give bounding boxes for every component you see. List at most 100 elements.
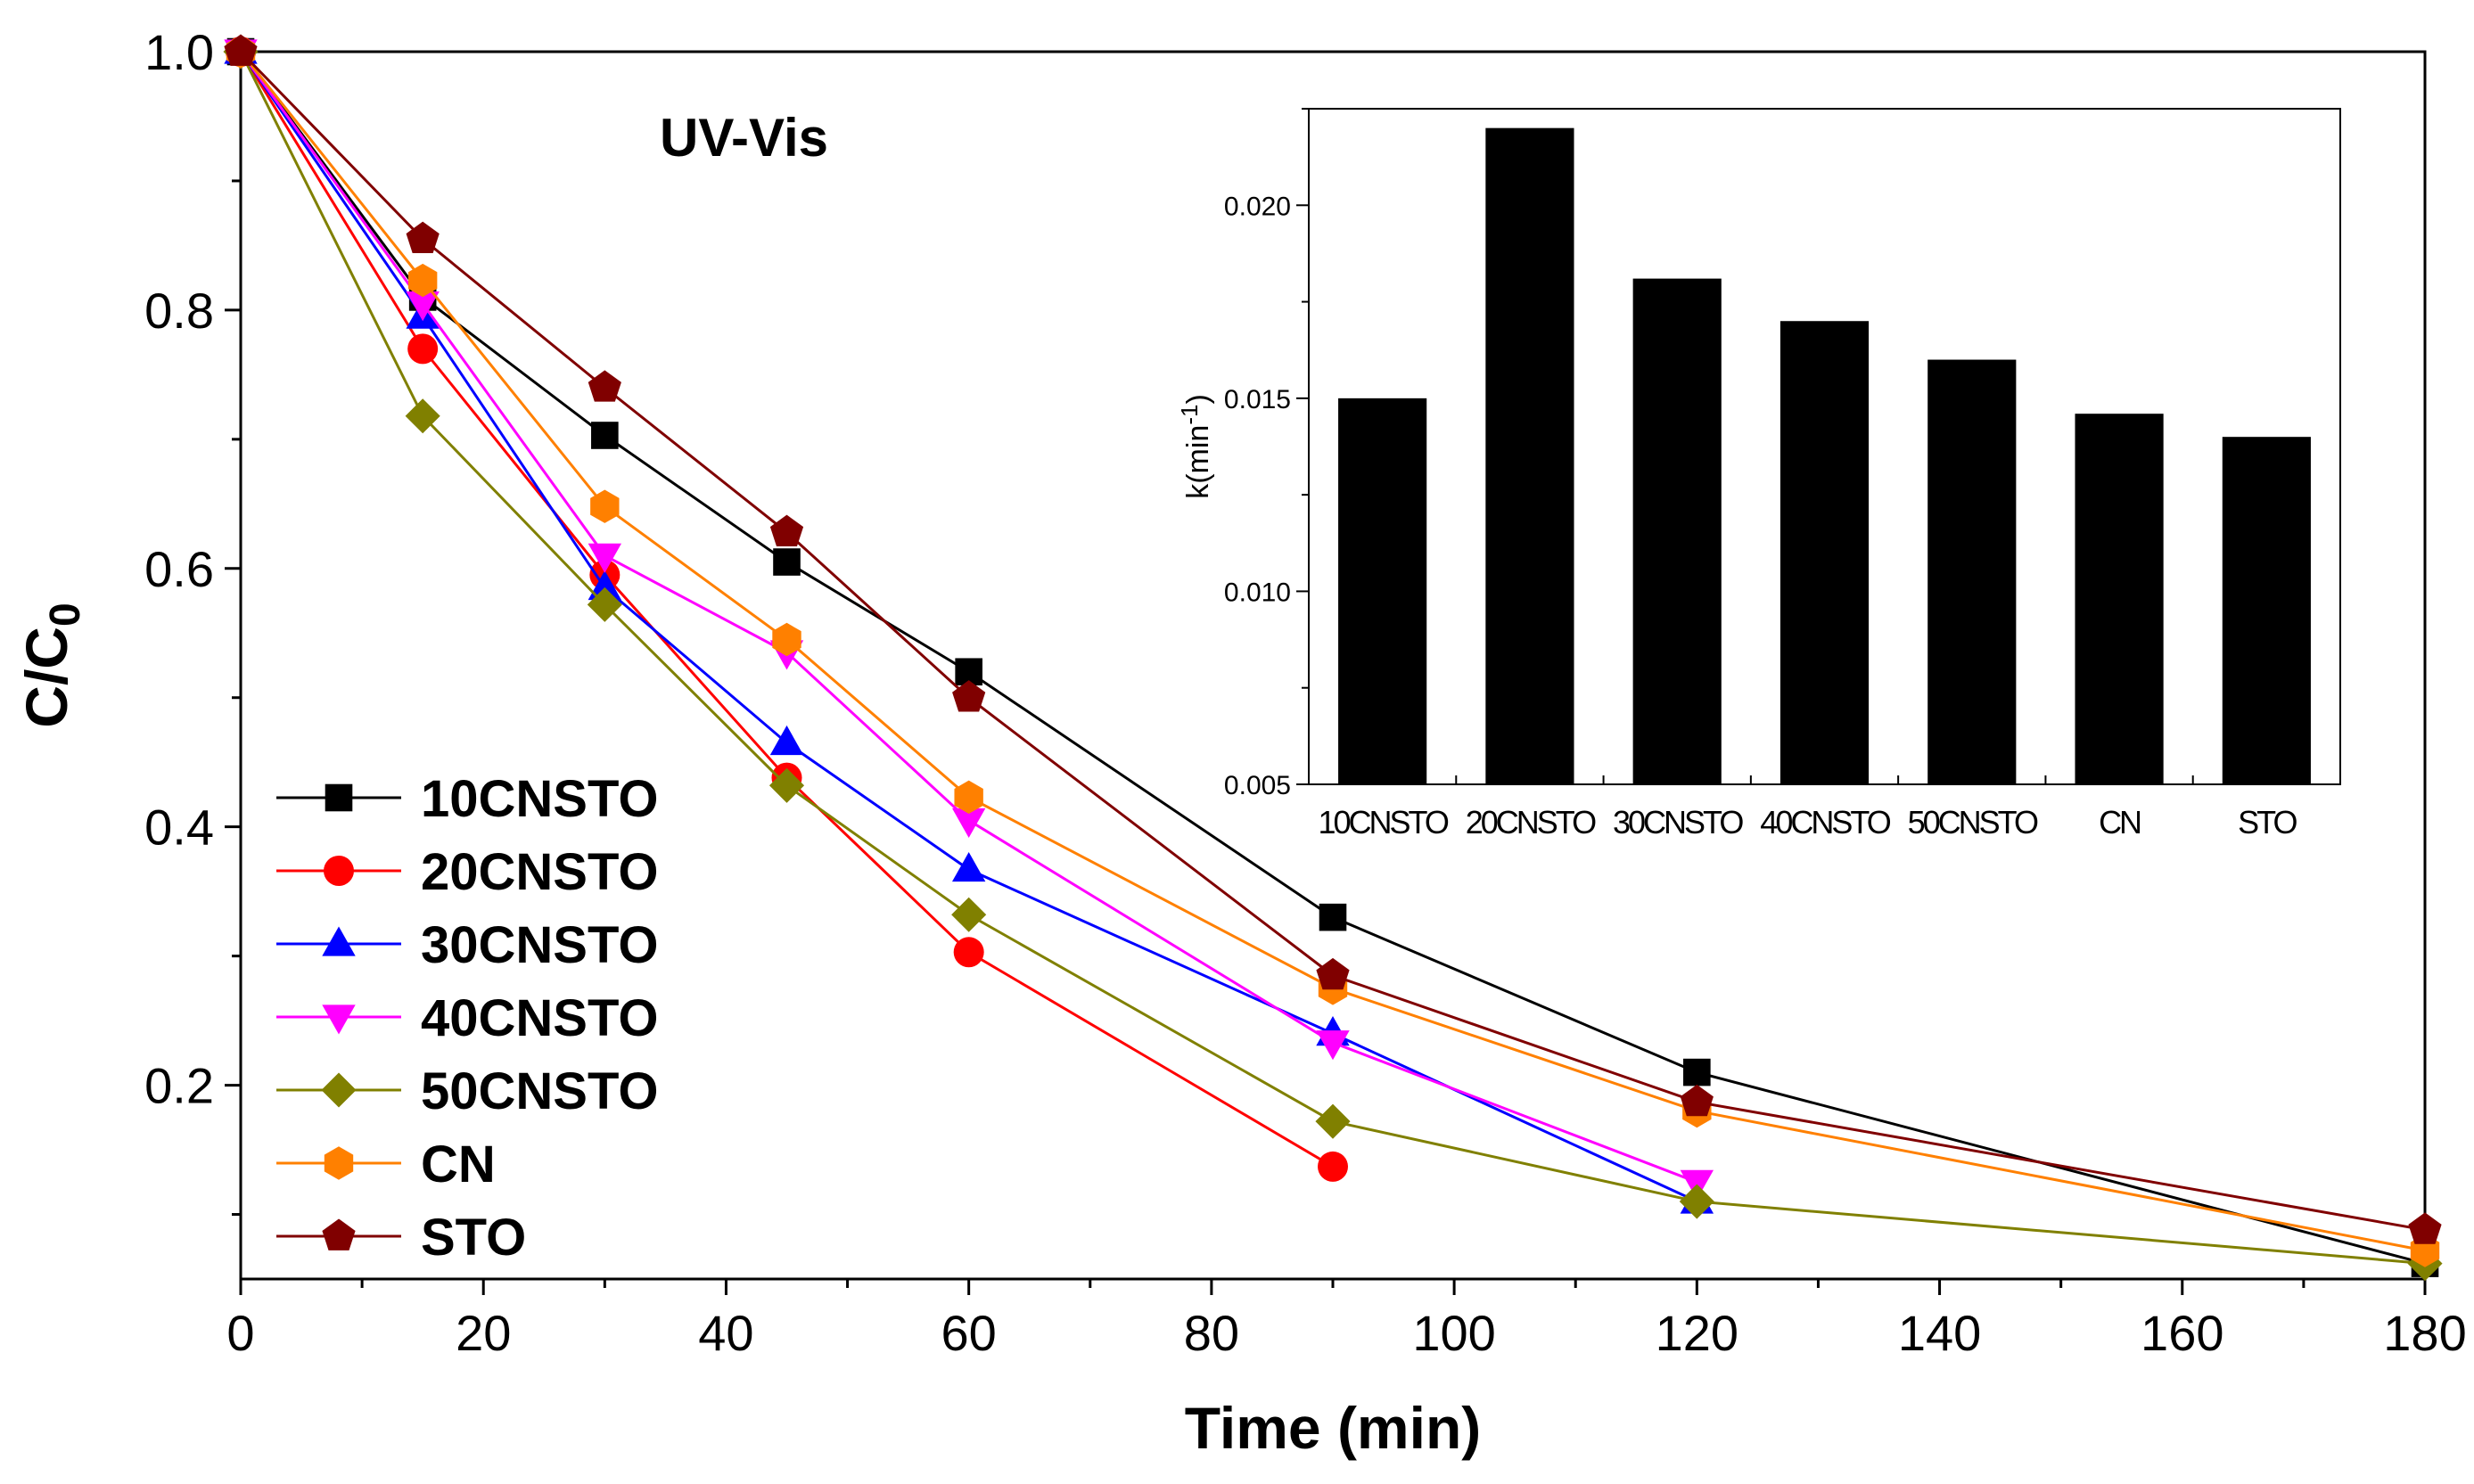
marker-pentagon <box>769 514 804 547</box>
x-tick-label: 0 <box>226 1305 254 1361</box>
marker-pentagon <box>1316 957 1350 990</box>
marker-circle <box>324 856 354 886</box>
inset-frame <box>1308 108 2341 785</box>
inset-category-label: 30CNSTO <box>1613 804 1743 840</box>
marker-pentagon <box>406 221 440 253</box>
marker-square <box>325 783 353 812</box>
marker-triangle-up <box>769 725 804 756</box>
inset-y-tick-label: 0.020 <box>1224 192 1291 221</box>
marker-pentagon <box>2408 1212 2442 1244</box>
marker-diamond <box>1679 1184 1714 1219</box>
inset-y-axis-title-close: ) <box>1181 394 1215 404</box>
inset-category-label: 10CNSTO <box>1318 804 1448 840</box>
inset-bar-chart: 10CNSTO 20CNSTO 30CNSTO 40CNSTO 50CNSTO CN STO… <box>1176 108 2341 840</box>
inset-bar <box>1338 398 1427 784</box>
x-tick-label: 120 <box>1656 1305 1738 1361</box>
marker-pentagon <box>224 34 258 66</box>
legend-label: 40CNSTO <box>421 989 658 1047</box>
inset-bar <box>1485 127 1574 784</box>
x-tick-label: 160 <box>2141 1305 2223 1361</box>
x-tick-label: 80 <box>1184 1305 1239 1361</box>
y-tick-label: 0.2 <box>144 1058 214 1114</box>
y-axis-title-main: C/C <box>13 627 79 728</box>
legend-label: 50CNSTO <box>421 1062 658 1120</box>
marker-triangle-up <box>322 926 356 956</box>
marker-triangle-up <box>951 851 986 882</box>
y-tick-label: 0.6 <box>144 541 214 597</box>
series-line <box>239 51 2426 1266</box>
marker-pentagon <box>322 1218 356 1250</box>
y-tick-label: 1.0 <box>144 24 214 80</box>
marker-triangle-down <box>406 291 440 322</box>
inset-category-label: STO <box>2238 804 2297 840</box>
marker-hexagon <box>324 1146 354 1180</box>
main-line-chart: 0 20 40 60 80 100 120 140 160 180 0.2 0.4 0.6 0.8 1.0 T… <box>13 24 2467 1461</box>
legend-entry: 30CNSTO <box>276 916 658 974</box>
series-line <box>239 50 2426 1232</box>
marker-square <box>1683 1058 1711 1086</box>
inset-bar <box>1632 278 1722 784</box>
inset-y-tick-label: 0.010 <box>1224 578 1291 607</box>
marker-triangle-down <box>1316 1030 1350 1061</box>
marker-square <box>773 548 801 576</box>
inset-category-label: CN <box>2099 804 2141 840</box>
x-axis-title: Time (min) <box>1185 1395 1481 1461</box>
marker-circle <box>953 937 984 968</box>
marker-hexagon <box>772 622 801 657</box>
marker-triangle-up <box>588 570 622 601</box>
x-tick-label: 180 <box>2383 1305 2466 1361</box>
marker-diamond <box>951 897 987 932</box>
marker-diamond <box>405 398 440 434</box>
marker-pentagon <box>1680 1084 1714 1117</box>
x-tick-label: 60 <box>941 1305 997 1361</box>
series-line <box>239 51 1334 1168</box>
inset-category-label: 20CNSTO <box>1466 804 1596 840</box>
legend-entry: 40CNSTO <box>276 989 658 1047</box>
inset-y-axis-title-superscript: -1 <box>1176 405 1203 425</box>
legend-label: 20CNSTO <box>421 843 658 901</box>
legend-label: 30CNSTO <box>421 916 658 974</box>
legend-label: STO <box>421 1209 526 1267</box>
marker-triangle-down <box>322 1004 356 1035</box>
marker-hexagon <box>407 263 438 298</box>
marker-diamond <box>587 586 622 622</box>
x-tick-label: 20 <box>456 1305 511 1361</box>
inset-y-axis-title: k(min-1) <box>1176 394 1215 499</box>
x-tick-label: 40 <box>698 1305 753 1361</box>
inset-category-label: 50CNSTO <box>1908 804 2038 840</box>
y-tick-label: 0.4 <box>144 799 214 856</box>
marker-triangle-down <box>951 808 986 838</box>
y-tick-label: 0.8 <box>144 283 214 339</box>
marker-circle <box>1318 1151 1348 1182</box>
legend-entry: STO <box>276 1209 526 1267</box>
series-line <box>239 51 2426 1252</box>
legend-entry: 50CNSTO <box>276 1062 658 1120</box>
legend-entry: CN <box>276 1136 496 1193</box>
inset-bar <box>1927 359 2017 784</box>
inset-category-label: 40CNSTO <box>1760 804 1890 840</box>
inset-bar <box>2075 414 2164 784</box>
inset-bar <box>2222 437 2311 784</box>
series-STO <box>224 34 2442 1244</box>
plot-annotation: UV-Vis <box>660 108 828 168</box>
marker-diamond <box>321 1072 357 1108</box>
inset-bar <box>1779 321 1870 784</box>
inset-y-tick-label: 0.005 <box>1224 771 1291 800</box>
x-tick-label: 100 <box>1412 1305 1495 1361</box>
marker-pentagon <box>588 370 621 402</box>
series-line <box>239 51 2426 1266</box>
legend-label: CN <box>421 1136 496 1193</box>
marker-square <box>591 422 619 449</box>
marker-triangle-down <box>588 543 622 573</box>
marker-diamond <box>1315 1103 1351 1139</box>
marker-square <box>1319 903 1347 931</box>
marker-diamond <box>769 767 805 803</box>
marker-hexagon <box>590 489 620 523</box>
x-tick-label: 140 <box>1898 1305 1981 1361</box>
marker-hexagon <box>954 780 983 815</box>
legend-entry: 10CNSTO <box>276 770 658 828</box>
legend-entry: 20CNSTO <box>276 843 658 901</box>
legend-label: 10CNSTO <box>421 770 658 828</box>
inset-y-axis-title-main: k(min <box>1181 425 1215 499</box>
